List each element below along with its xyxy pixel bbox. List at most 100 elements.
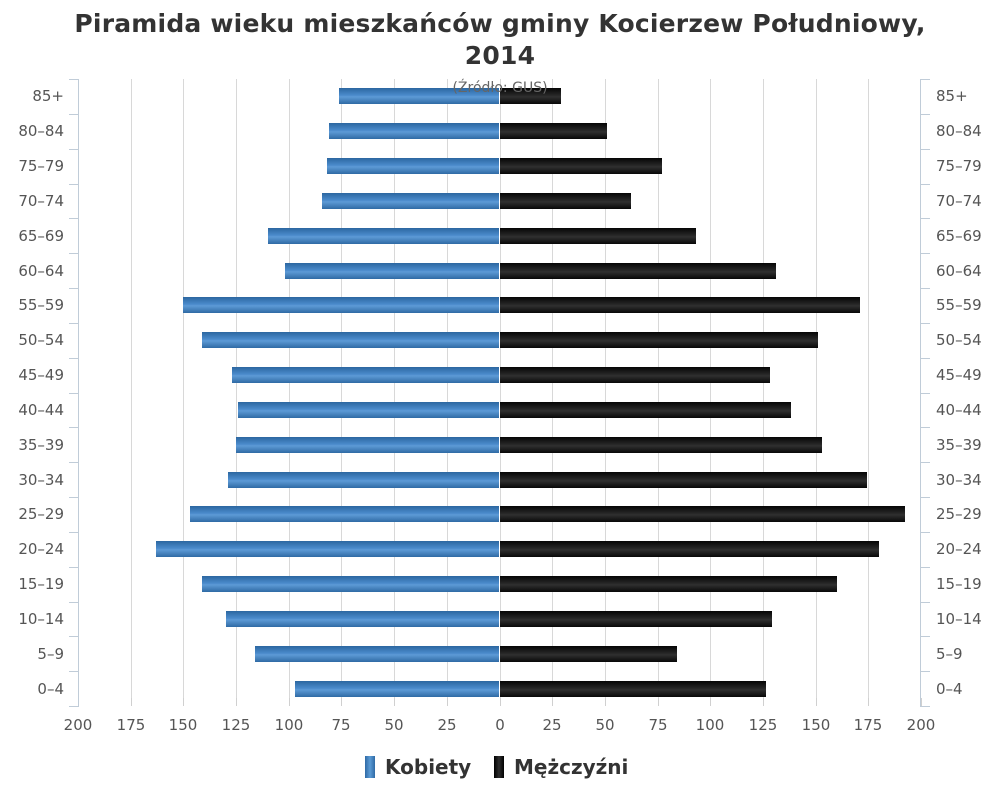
bar-kobiety[interactable] xyxy=(295,681,499,697)
legend-item-kobiety[interactable]: Kobiety xyxy=(365,752,471,782)
bar-mezczyzni[interactable] xyxy=(500,576,838,592)
bar-kobiety[interactable] xyxy=(227,472,499,488)
bar-kobiety[interactable] xyxy=(326,158,499,174)
bar-kobiety[interactable] xyxy=(189,506,499,522)
bar-mezczyzni[interactable] xyxy=(500,437,823,453)
right-category-label: 0–4 xyxy=(936,680,963,698)
bar-kobiety[interactable] xyxy=(238,402,499,418)
gridline xyxy=(183,79,184,706)
left-axis-tick xyxy=(69,532,79,533)
left-category-label: 10–14 xyxy=(18,610,64,628)
left-axis-tick xyxy=(69,497,79,498)
bar-kobiety[interactable] xyxy=(183,297,499,313)
right-axis-tick xyxy=(920,79,930,80)
bar-mezczyzni[interactable] xyxy=(500,263,777,279)
right-category-label: 25–29 xyxy=(936,505,982,523)
bar-mezczyzni[interactable] xyxy=(500,402,791,418)
bar-kobiety[interactable] xyxy=(267,228,499,244)
right-category-label: 60–64 xyxy=(936,262,982,280)
bar-mezczyzni[interactable] xyxy=(500,541,880,557)
bar-mezczyzni[interactable] xyxy=(500,88,562,104)
right-axis-tick xyxy=(920,358,930,359)
bar-mezczyzni[interactable] xyxy=(500,228,696,244)
x-axis-tick-label: 0 xyxy=(495,716,505,734)
bar-mezczyzni[interactable] xyxy=(500,193,631,209)
bar-mezczyzni[interactable] xyxy=(500,123,608,139)
bar-kobiety[interactable] xyxy=(322,193,499,209)
left-category-label: 25–29 xyxy=(18,505,64,523)
x-axis-tick-label: 50 xyxy=(595,716,615,734)
x-axis-tick-label: 25 xyxy=(542,716,562,734)
right-category-label: 70–74 xyxy=(936,192,982,210)
x-axis-tick xyxy=(605,698,606,706)
right-category-label: 35–39 xyxy=(936,436,982,454)
bar-mezczyzni[interactable] xyxy=(500,611,772,627)
right-category-label: 75–79 xyxy=(936,157,982,175)
left-axis-tick xyxy=(69,358,79,359)
right-category-label: 55–59 xyxy=(936,296,982,314)
gridline xyxy=(816,79,817,706)
right-category-label: 30–34 xyxy=(936,471,982,489)
right-axis-tick xyxy=(920,567,930,568)
legend: Kobiety Mężczyźni xyxy=(0,752,1000,782)
gridline xyxy=(236,79,237,706)
x-axis-tick-label: 75 xyxy=(331,716,351,734)
left-category-label: 60–64 xyxy=(18,262,64,280)
right-category-label: 65–69 xyxy=(936,227,982,245)
left-category-axis xyxy=(78,79,79,706)
right-category-label: 40–44 xyxy=(936,401,982,419)
bar-kobiety[interactable] xyxy=(328,123,499,139)
legend-item-mezczyzni[interactable]: Mężczyźni xyxy=(494,752,628,782)
bar-mezczyzni[interactable] xyxy=(500,367,770,383)
x-axis-tick-label: 200 xyxy=(906,716,936,734)
right-axis-tick xyxy=(920,393,930,394)
gridline xyxy=(394,79,395,706)
left-axis-tick xyxy=(69,427,79,428)
bar-kobiety[interactable] xyxy=(339,88,499,104)
right-category-label: 10–14 xyxy=(936,610,982,628)
bar-kobiety[interactable] xyxy=(155,541,499,557)
right-axis-tick xyxy=(920,323,930,324)
left-category-label: 45–49 xyxy=(18,366,64,384)
bar-mezczyzni[interactable] xyxy=(500,472,867,488)
bar-kobiety[interactable] xyxy=(225,611,499,627)
left-category-label: 75–79 xyxy=(18,157,64,175)
x-axis-tick-label: 125 xyxy=(221,716,251,734)
right-category-label: 80–84 xyxy=(936,122,982,140)
bar-mezczyzni[interactable] xyxy=(500,332,819,348)
bar-kobiety[interactable] xyxy=(202,332,499,348)
right-axis-tick xyxy=(920,253,930,254)
bar-mezczyzni[interactable] xyxy=(500,681,766,697)
left-category-label: 80–84 xyxy=(18,122,64,140)
gridline xyxy=(289,79,290,706)
x-axis-tick-label: 50 xyxy=(384,716,404,734)
left-category-label: 55–59 xyxy=(18,296,64,314)
left-category-label: 85+ xyxy=(32,87,64,105)
legend-swatch-blue-icon xyxy=(365,756,375,778)
left-category-label: 5–9 xyxy=(37,645,64,663)
x-axis-tick xyxy=(289,698,290,706)
left-category-label: 20–24 xyxy=(18,540,64,558)
right-category-label: 20–24 xyxy=(936,540,982,558)
left-axis-tick xyxy=(69,567,79,568)
bar-kobiety[interactable] xyxy=(284,263,499,279)
bar-mezczyzni[interactable] xyxy=(500,297,861,313)
bar-kobiety[interactable] xyxy=(236,437,499,453)
right-category-label: 45–49 xyxy=(936,366,982,384)
left-axis-tick xyxy=(69,462,79,463)
bar-kobiety[interactable] xyxy=(255,646,499,662)
right-axis-tick xyxy=(920,602,930,603)
bar-kobiety[interactable] xyxy=(202,576,499,592)
bar-mezczyzni[interactable] xyxy=(500,646,678,662)
right-axis-tick xyxy=(920,706,930,707)
x-axis-tick xyxy=(658,698,659,706)
chart-title-line2: 2014 xyxy=(464,41,536,70)
right-category-axis xyxy=(920,79,921,706)
bar-mezczyzni[interactable] xyxy=(500,158,663,174)
bar-kobiety[interactable] xyxy=(231,367,499,383)
bar-mezczyzni[interactable] xyxy=(500,506,905,522)
x-axis-tick-label: 200 xyxy=(63,716,93,734)
left-category-label: 70–74 xyxy=(18,192,64,210)
gridline xyxy=(341,79,342,706)
left-axis-tick xyxy=(69,184,79,185)
